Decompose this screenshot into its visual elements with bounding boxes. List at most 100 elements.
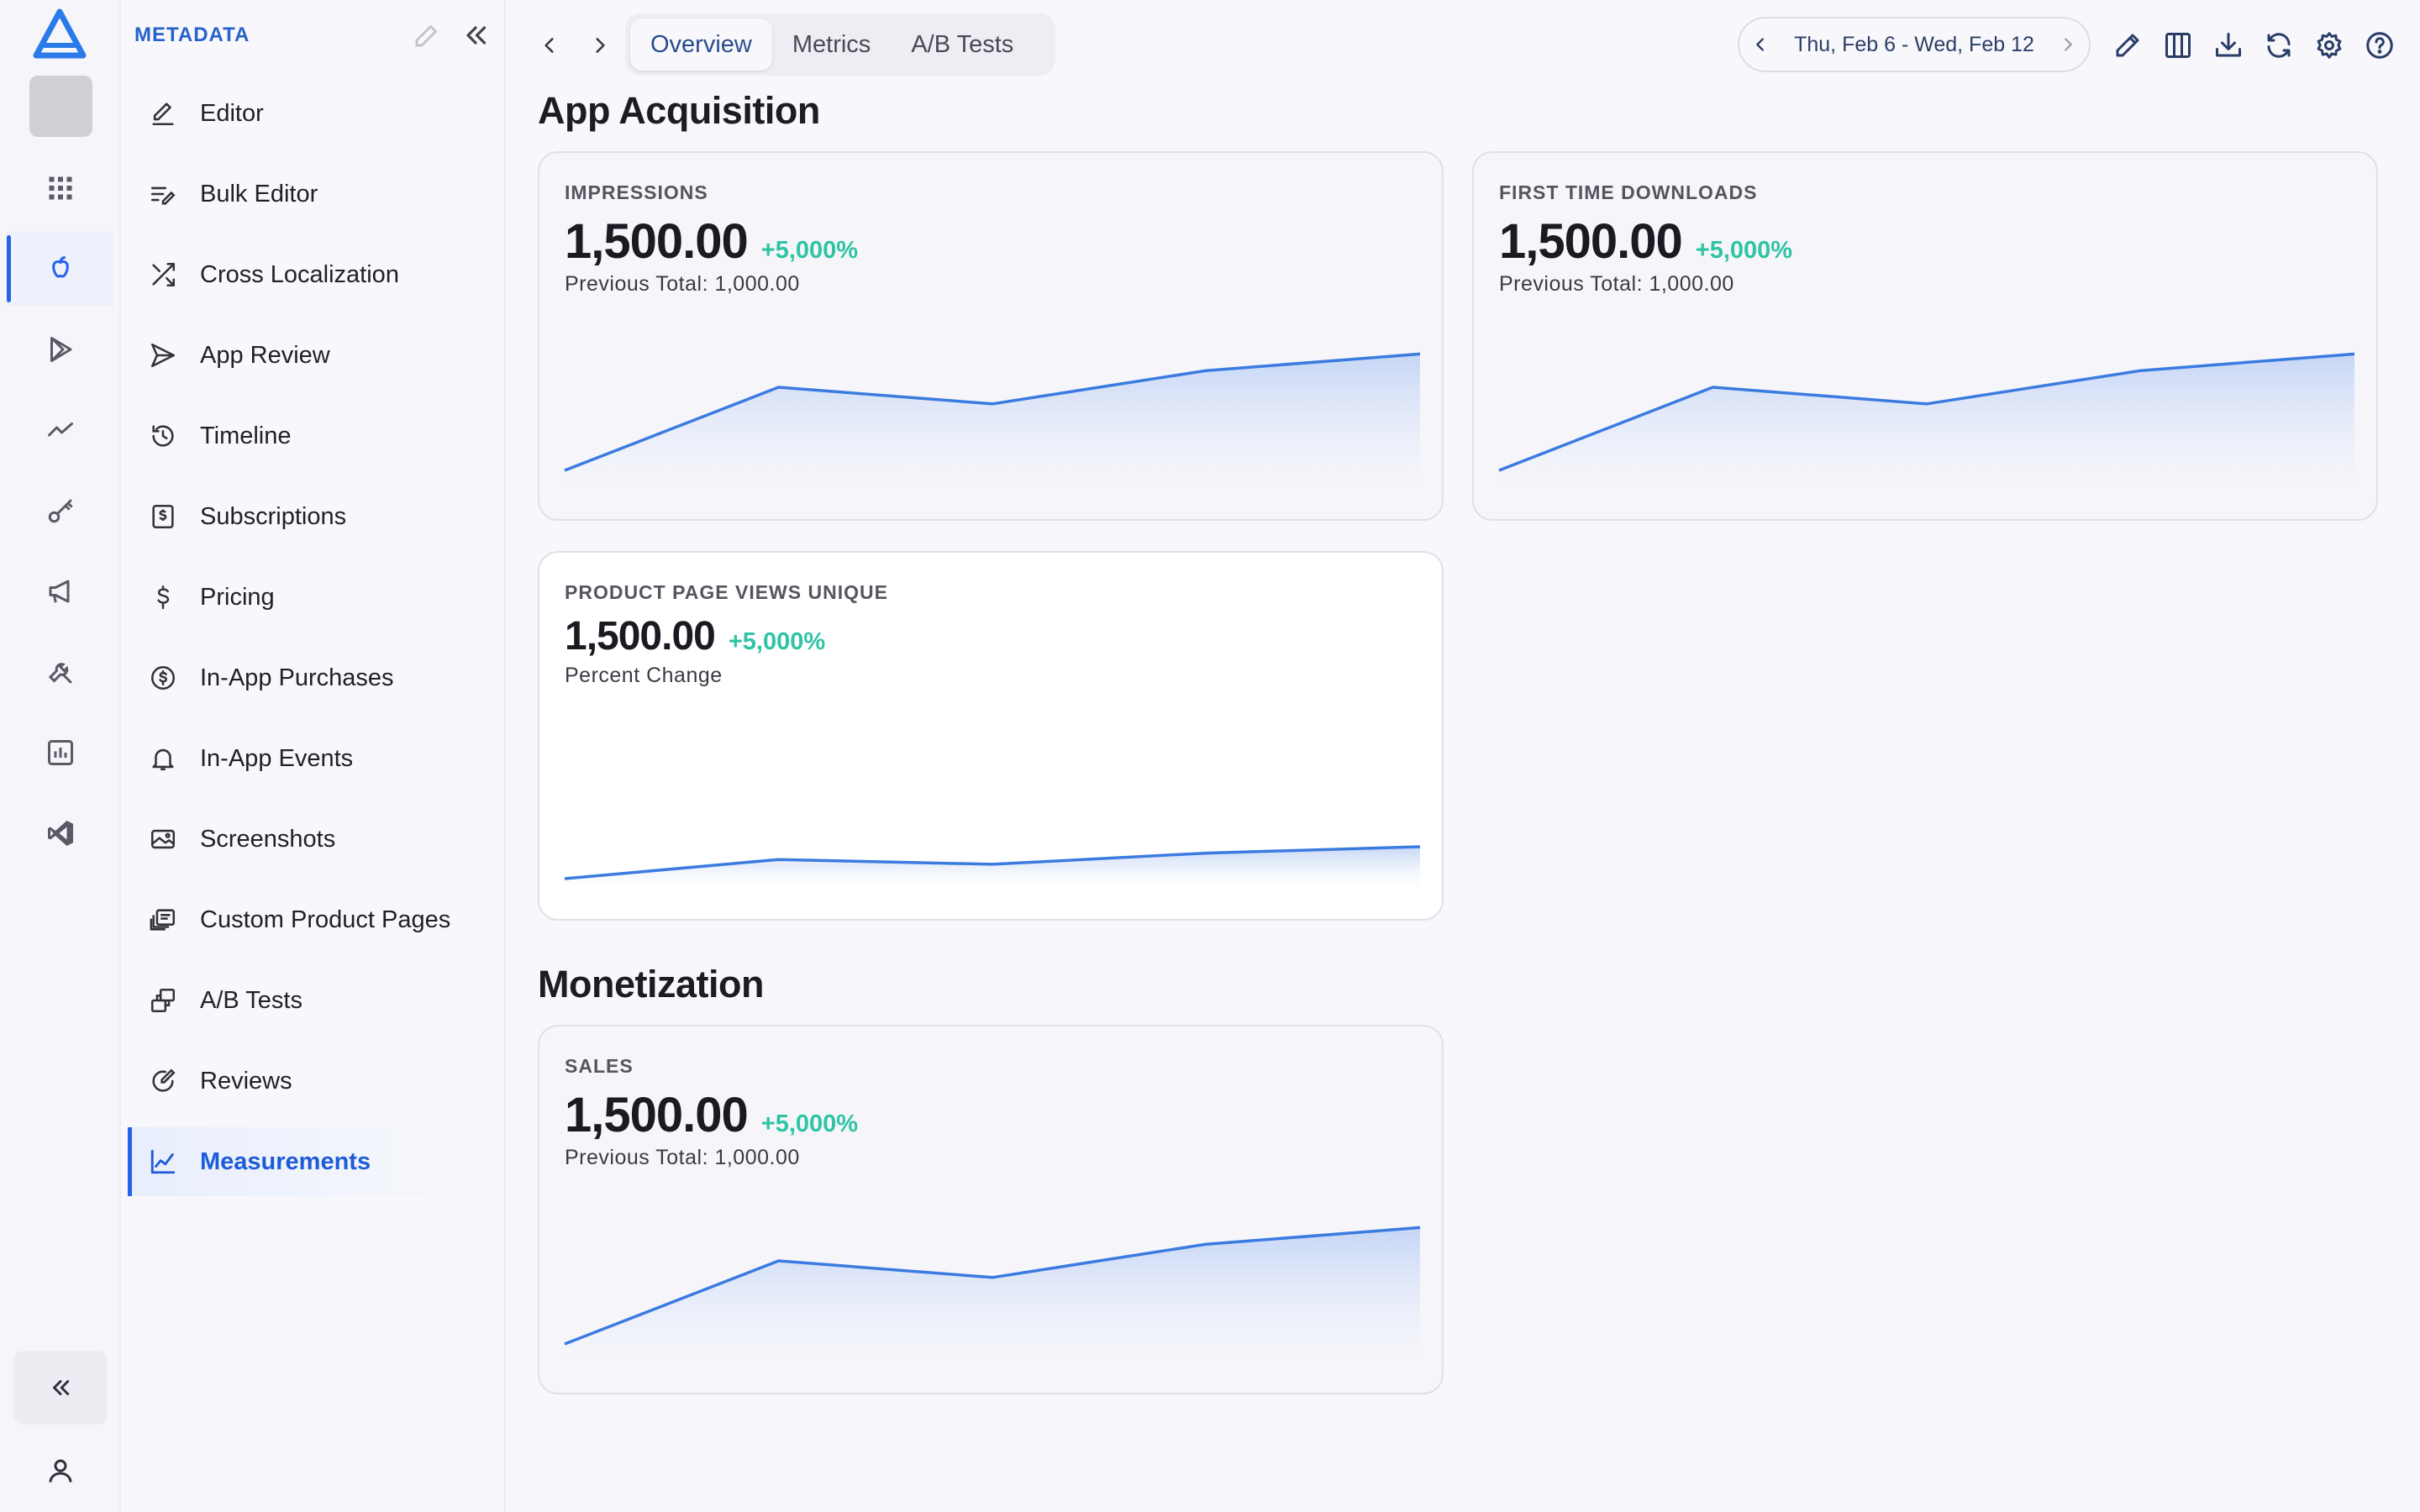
app-store-icon[interactable]	[7, 232, 114, 306]
sidebar-item-in-app-events[interactable]: In-App Events	[128, 724, 481, 793]
play-store-icon[interactable]	[7, 312, 114, 386]
metric-label: FIRST TIME DOWNLOADS	[1499, 181, 1758, 203]
sidebar-item-in-app-purchases[interactable]: In-App Purchases	[128, 643, 481, 712]
sidebar-item-custom-product-pages[interactable]: Custom Product Pages	[128, 885, 481, 954]
metric-percent-change-label: Percent Change	[565, 664, 723, 687]
date-range-picker[interactable]: Thu, Feb 6 - Wed, Feb 12	[1738, 17, 2091, 72]
metric-previous-total: Previous Total: 1,000.00	[565, 272, 800, 296]
tools-icon[interactable]	[7, 635, 114, 709]
sidebar-item-screenshots[interactable]: Screenshots	[128, 805, 481, 874]
sidebar-item-label: Measurements	[200, 1147, 371, 1175]
sidebar-item-label: Subscriptions	[200, 502, 347, 530]
metric-card-impressions[interactable]: IMPRESSIONS 1,500.00 +5,000% Previous To…	[538, 151, 1444, 521]
sidebar-item-bulk-editor[interactable]: Bulk Editor	[128, 160, 481, 228]
sparkline-line	[1498, 352, 2355, 472]
download-icon	[2216, 33, 2241, 57]
sidebar-item-reviews[interactable]: Reviews	[128, 1047, 481, 1116]
user-profile-button[interactable]	[34, 1452, 87, 1490]
sidebar-item-label: Reviews	[200, 1067, 292, 1095]
shuffle-icon	[148, 260, 178, 290]
sidebar-item-label: App Review	[200, 341, 330, 369]
ab-test-icon	[148, 985, 178, 1016]
metric-change: +5,000%	[728, 628, 826, 655]
gear-icon	[2317, 32, 2342, 59]
section-title-app-acquisition: App Acquisition	[538, 89, 820, 132]
metric-card-product-page-views[interactable]: PRODUCT PAGE VIEWS UNIQUE 1,500.00 +5,00…	[538, 551, 1444, 921]
chevron-right-icon	[2065, 38, 2072, 51]
sidebar-item-label: Pricing	[200, 583, 275, 611]
pencil-icon	[148, 98, 178, 129]
sidebar-item-label: Editor	[200, 99, 264, 127]
megaphone-icon[interactable]	[7, 554, 114, 628]
vscode-icon[interactable]	[7, 796, 114, 870]
sidebar-item-label: Bulk Editor	[200, 180, 318, 207]
date-prev-button[interactable]	[1739, 35, 1781, 54]
metric-change: +5,000%	[760, 1110, 859, 1137]
apps-grid-icon[interactable]	[7, 151, 114, 225]
section-title-monetization: Monetization	[538, 963, 764, 1005]
sidebar-item-label: Custom Product Pages	[200, 906, 451, 933]
review-icon	[148, 1066, 178, 1096]
metric-label: IMPRESSIONS	[565, 181, 708, 203]
sidebar-item-ab-tests[interactable]: A/B Tests	[128, 966, 481, 1035]
metric-change: +5,000%	[760, 237, 859, 264]
sparkline-line	[564, 845, 1421, 880]
metadata-sidebar: METADATA Editor Bulk Editor Cross Locali…	[121, 0, 506, 1512]
rail-collapse-button[interactable]	[13, 1351, 108, 1425]
send-icon	[148, 340, 178, 370]
sparkline-chart	[564, 845, 1421, 889]
refresh-button[interactable]	[2262, 29, 2296, 62]
sparkline-chart	[564, 352, 1421, 497]
sidebar-item-app-review[interactable]: App Review	[128, 321, 481, 390]
subscriptions-icon	[148, 501, 178, 532]
sidebar-item-label: Screenshots	[200, 825, 336, 853]
sidebar-item-pricing[interactable]: Pricing	[128, 563, 481, 632]
help-button[interactable]	[2363, 29, 2396, 62]
sparkline-area	[1499, 354, 2354, 497]
app-avatar[interactable]	[29, 76, 92, 137]
line-chart-icon	[148, 1147, 178, 1177]
sidebar-title: METADATA	[134, 24, 250, 46]
sidebar-item-timeline[interactable]: Timeline	[128, 402, 481, 470]
sparkline-area	[565, 1227, 1420, 1371]
tab-metrics[interactable]: Metrics	[792, 30, 871, 58]
metric-label: SALES	[565, 1055, 634, 1077]
tab-ab-tests[interactable]: A/B Tests	[911, 30, 1014, 58]
pencil-icon	[2116, 34, 2139, 57]
back-button[interactable]	[533, 29, 566, 62]
download-button[interactable]	[2212, 29, 2245, 62]
date-next-button[interactable]	[2047, 35, 2089, 54]
metric-card-sales[interactable]: SALES 1,500.00 +5,000% Previous Total: 1…	[538, 1025, 1444, 1394]
columns-button[interactable]	[2161, 29, 2195, 62]
report-icon[interactable]	[7, 716, 114, 790]
sidebar-item-label: Timeline	[200, 422, 292, 449]
sidebar-item-editor[interactable]: Editor	[128, 79, 481, 148]
view-tabs: Overview Metrics A/B Tests	[625, 13, 1055, 76]
trend-icon[interactable]	[7, 393, 114, 467]
metric-value: 1,500.00	[565, 214, 749, 269]
metric-value: 1,500.00	[1499, 214, 1683, 269]
app-logo-icon[interactable]	[33, 8, 87, 59]
edit-button[interactable]	[2111, 29, 2144, 62]
sidebar-item-subscriptions[interactable]: Subscriptions	[128, 482, 481, 551]
sidebar-collapse-icon[interactable]	[460, 20, 491, 50]
sparkline-area	[565, 847, 1420, 889]
tab-overview[interactable]: Overview	[630, 18, 772, 71]
sidebar-item-label: A/B Tests	[200, 986, 302, 1014]
forward-button[interactable]	[583, 29, 617, 62]
metric-change: +5,000%	[1695, 237, 1793, 264]
pages-icon	[148, 905, 178, 935]
metric-card-first-time-downloads[interactable]: FIRST TIME DOWNLOADS 1,500.00 +5,000% Pr…	[1472, 151, 2378, 521]
user-icon	[49, 1459, 72, 1483]
metric-previous-total: Previous Total: 1,000.00	[1499, 272, 1734, 296]
edit-pencil-icon[interactable]	[412, 20, 442, 50]
chevron-left-icon	[1756, 38, 1764, 51]
settings-button[interactable]	[2312, 29, 2346, 62]
sparkline-line	[564, 1226, 1421, 1346]
key-icon[interactable]	[7, 474, 114, 548]
metric-label: PRODUCT PAGE VIEWS UNIQUE	[565, 581, 888, 603]
date-range-label: Thu, Feb 6 - Wed, Feb 12	[1794, 32, 2034, 56]
help-icon	[2366, 32, 2393, 59]
sidebar-item-cross-localization[interactable]: Cross Localization	[128, 240, 481, 309]
sidebar-item-measurements[interactable]: Measurements	[128, 1127, 481, 1196]
